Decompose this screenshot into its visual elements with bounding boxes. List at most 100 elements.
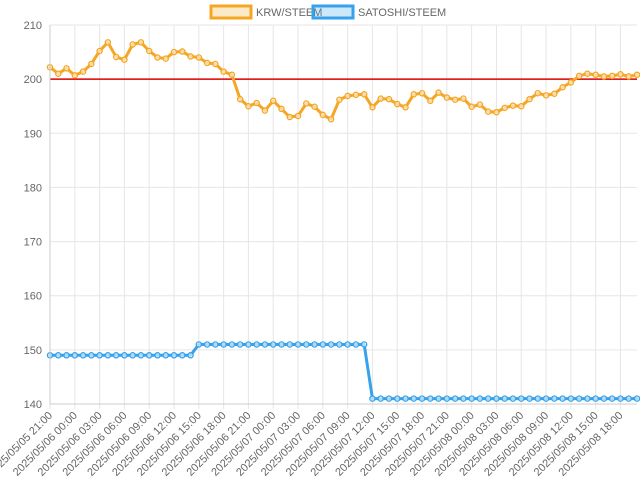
- data-point-satoshi: [88, 352, 95, 359]
- data-point-satoshi: [584, 395, 591, 402]
- data-point-krw: [228, 71, 236, 79]
- data-point-krw: [526, 95, 533, 103]
- data-point-satoshi: [236, 341, 244, 348]
- data-point-satoshi: [327, 341, 335, 348]
- data-point-satoshi: [145, 352, 153, 359]
- data-point-satoshi: [294, 341, 302, 348]
- legend-item-krw[interactable]: KRW/STEEM: [209, 4, 322, 20]
- data-point-krw: [336, 96, 343, 103]
- data-point-satoshi: [369, 395, 376, 402]
- data-point-satoshi: [187, 352, 194, 359]
- data-point-krw: [451, 96, 459, 103]
- data-point-krw: [559, 84, 566, 91]
- series-line-krw: [48, 40, 639, 121]
- data-point-krw: [253, 99, 260, 107]
- data-point-satoshi: [393, 395, 401, 402]
- data-point-satoshi: [542, 395, 550, 402]
- data-point-satoshi: [575, 395, 583, 402]
- data-point-satoshi: [501, 395, 508, 402]
- data-point-satoshi: [311, 341, 318, 348]
- data-point-krw: [369, 104, 376, 111]
- data-point-krw: [104, 39, 112, 46]
- data-point-satoshi: [476, 395, 484, 402]
- legend-swatch-krw: [209, 4, 253, 20]
- data-point-krw: [162, 55, 169, 62]
- data-point-krw: [245, 102, 252, 110]
- data-point-krw: [352, 91, 360, 99]
- data-point-krw: [71, 72, 79, 79]
- data-point-satoshi: [600, 395, 608, 402]
- y-tick-label: 210: [24, 20, 42, 32]
- data-point-satoshi: [303, 341, 310, 348]
- data-point-krw: [534, 89, 542, 97]
- data-point-krw: [121, 56, 128, 63]
- data-point-satoshi: [170, 352, 178, 359]
- data-point-satoshi: [377, 395, 384, 402]
- data-point-krw: [220, 68, 227, 75]
- data-point-satoshi: [63, 352, 70, 359]
- data-point-krw: [129, 41, 136, 48]
- data-point-krw: [212, 60, 219, 68]
- data-point-krw: [63, 65, 70, 72]
- data-point-satoshi: [162, 352, 169, 359]
- data-point-satoshi: [212, 341, 219, 348]
- data-point-satoshi: [352, 341, 360, 348]
- data-point-satoshi: [493, 395, 500, 402]
- data-point-satoshi: [518, 395, 525, 402]
- data-point-krw: [468, 103, 475, 111]
- data-point-krw: [278, 105, 285, 113]
- y-tick-label: 150: [24, 345, 42, 357]
- legend-item-satoshi[interactable]: SATOSHI/STEEM: [311, 4, 446, 20]
- data-point-satoshi: [360, 341, 368, 348]
- data-point-satoshi: [468, 395, 475, 402]
- data-point-satoshi: [269, 341, 277, 348]
- data-point-krw: [294, 112, 302, 120]
- data-point-krw: [542, 92, 550, 99]
- data-point-krw: [410, 91, 418, 98]
- data-point-satoshi: [79, 352, 87, 359]
- data-point-krw: [327, 115, 335, 123]
- data-point-satoshi: [534, 395, 542, 402]
- data-point-satoshi: [253, 341, 260, 348]
- data-point-krw: [377, 95, 384, 102]
- data-point-krw: [608, 72, 616, 80]
- data-point-krw: [179, 48, 186, 55]
- data-point-satoshi: [526, 395, 533, 402]
- series-line-satoshi: [48, 342, 639, 401]
- data-point-satoshi: [195, 341, 203, 348]
- data-point-krw: [493, 108, 500, 116]
- series-group: [46, 39, 640, 402]
- data-point-krw: [236, 95, 244, 103]
- data-point-krw: [96, 47, 103, 55]
- data-point-krw: [79, 68, 87, 75]
- data-point-krw: [187, 53, 194, 60]
- data-point-krw: [617, 71, 624, 78]
- data-point-satoshi: [402, 395, 409, 402]
- data-point-satoshi: [617, 395, 624, 402]
- data-point-satoshi: [418, 395, 426, 402]
- data-point-satoshi: [509, 395, 517, 402]
- data-point-krw: [360, 91, 368, 98]
- data-point-krw: [385, 95, 393, 103]
- data-point-krw: [112, 53, 120, 61]
- data-point-krw: [261, 107, 269, 114]
- data-point-krw: [518, 102, 525, 110]
- data-point-satoshi: [278, 341, 285, 348]
- data-point-satoshi: [410, 395, 418, 402]
- data-point-krw: [170, 48, 178, 56]
- data-point-satoshi: [385, 395, 393, 402]
- y-tick-label: 140: [24, 399, 42, 411]
- legend[interactable]: KRW/STEEM SATOSHI/STEEM: [209, 4, 446, 20]
- y-tick-label: 170: [24, 237, 42, 249]
- data-point-satoshi: [203, 341, 211, 348]
- legend-label-krw: KRW/STEEM: [256, 7, 322, 19]
- data-point-satoshi: [451, 395, 459, 402]
- data-point-krw: [633, 71, 640, 79]
- data-point-krw: [427, 97, 434, 105]
- data-point-krw: [460, 95, 467, 102]
- data-point-satoshi: [484, 395, 492, 402]
- data-point-krw: [203, 59, 211, 67]
